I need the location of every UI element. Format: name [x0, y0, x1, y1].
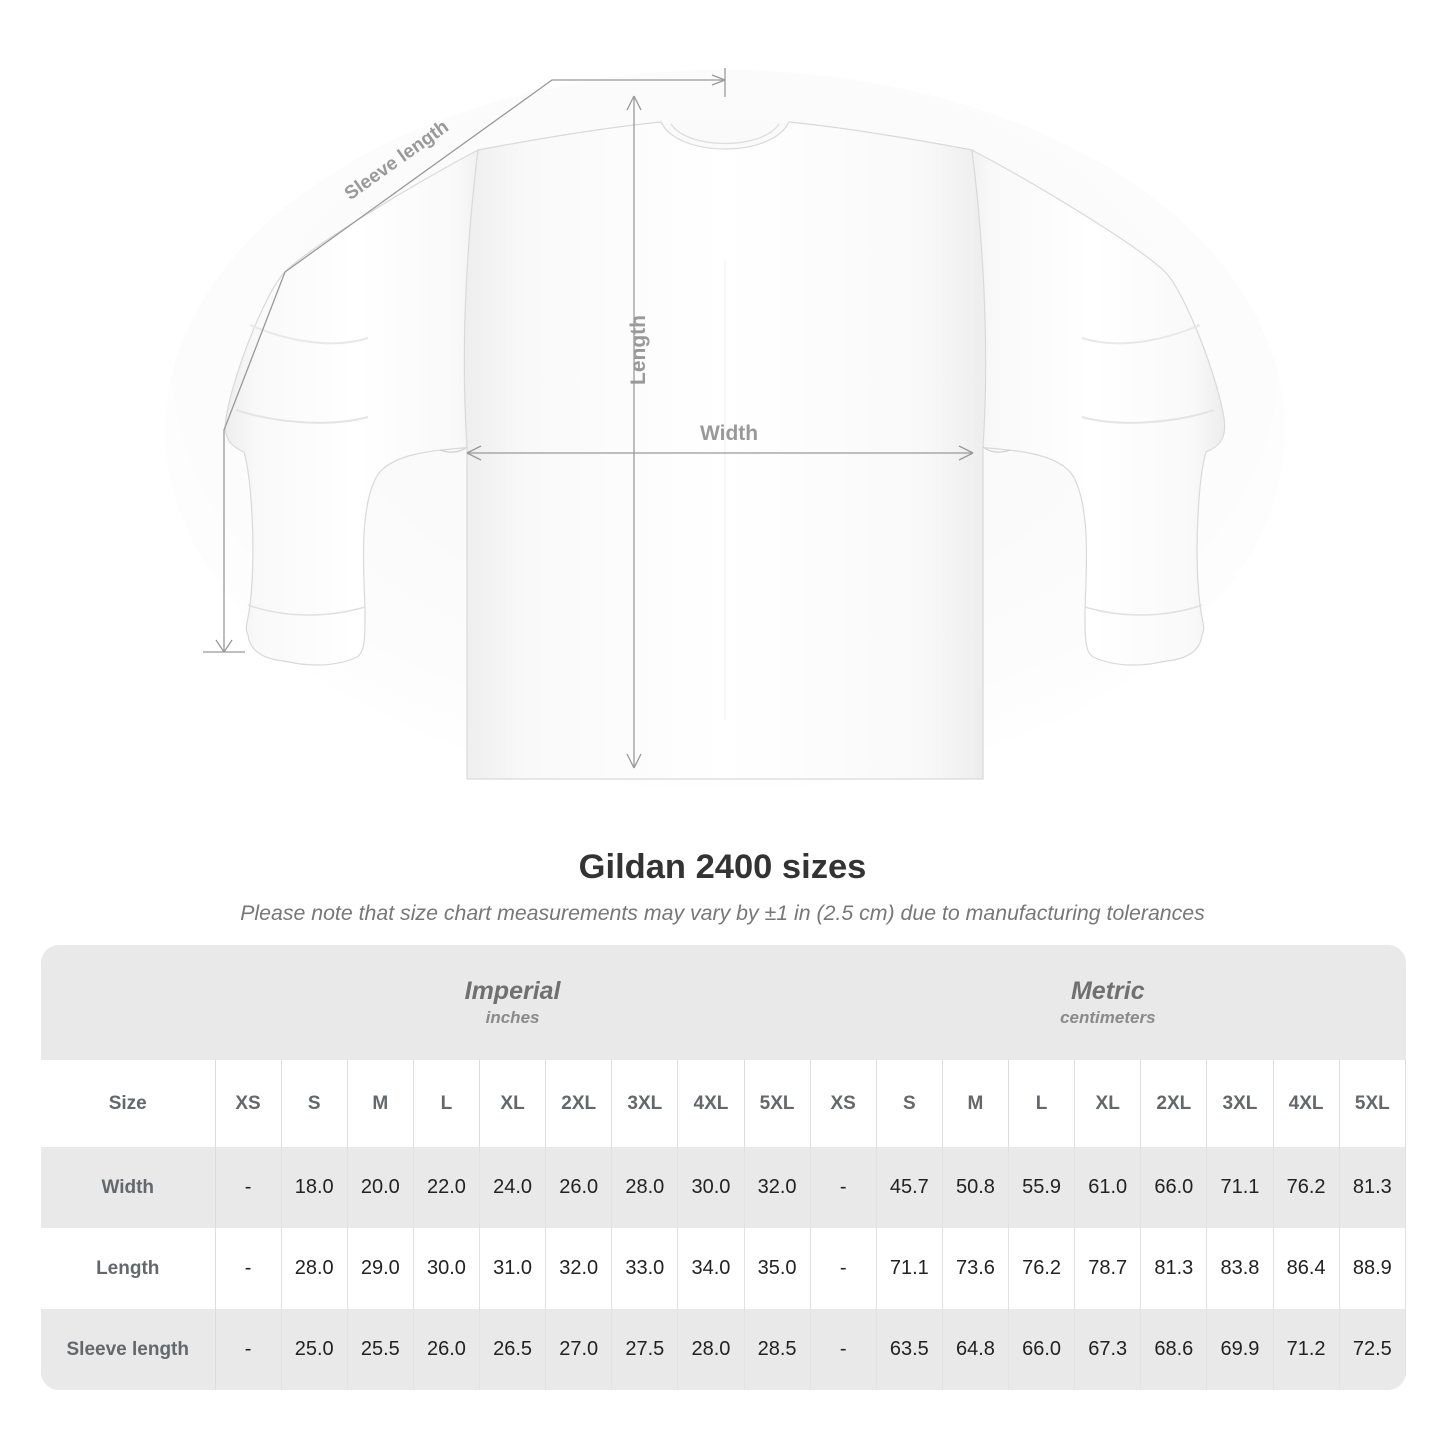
- svg-text:Length: Length: [627, 315, 650, 385]
- svg-text:Width: Width: [700, 422, 758, 445]
